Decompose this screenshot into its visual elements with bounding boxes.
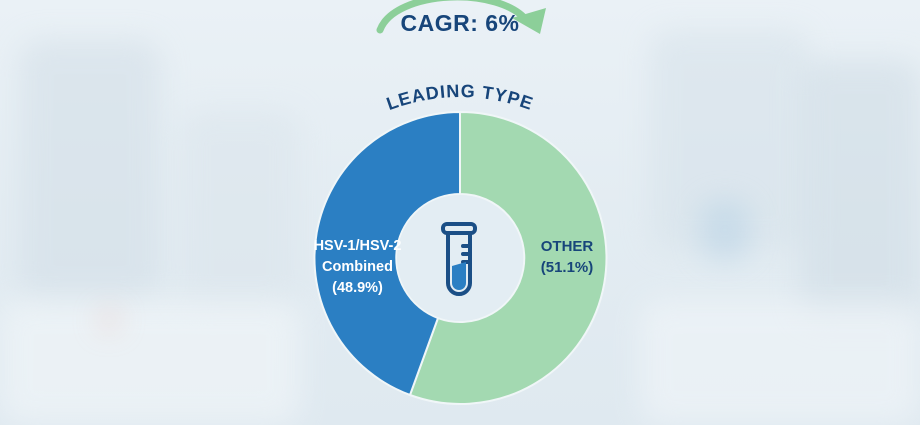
- segment-name: OTHER: [540, 238, 594, 255]
- segment-percent: (48.9%): [332, 280, 383, 296]
- segment-percent: (51.1%): [540, 259, 594, 276]
- segment-name: HSV-1/HSV-2: [313, 238, 402, 254]
- segment-other: [408, 110, 608, 405]
- segment-label-hsv: HSV-1/HSV-2 Combined (48.9%): [305, 236, 410, 299]
- section-title: LEADING TYPE: [384, 81, 536, 114]
- cagr-label: CAGR: 6%: [400, 10, 520, 36]
- segment-name-line2: Combined: [322, 259, 393, 275]
- segment-hsv: [313, 110, 461, 397]
- segment-label-other: OTHER (51.1%): [522, 236, 612, 278]
- center-circle: [397, 195, 523, 321]
- test-tube-icon: [441, 222, 477, 296]
- curved-arrow-icon: [376, 0, 546, 34]
